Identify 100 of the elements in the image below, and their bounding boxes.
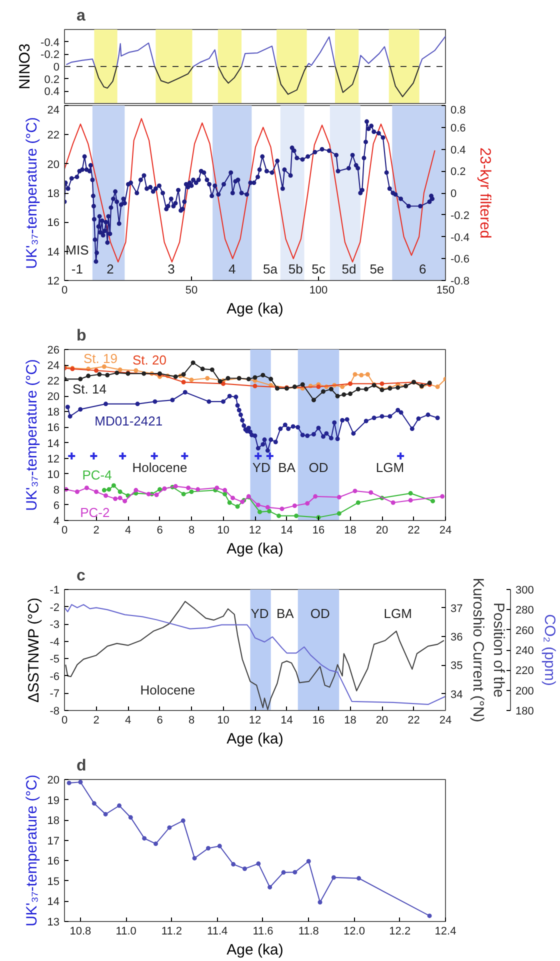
annotation: LGM xyxy=(376,460,404,476)
x-tick-label: 12 xyxy=(248,524,262,536)
y3-tick-label: 280 xyxy=(516,604,534,617)
y-tick-label: -2 xyxy=(50,602,60,614)
y-tick-label: 18 xyxy=(47,815,60,828)
annotation: BA xyxy=(276,606,294,622)
x-tick-label: 11.4 xyxy=(207,926,228,938)
series-label: St. 19 xyxy=(84,351,118,366)
x-tick-label: 20 xyxy=(376,714,388,726)
y-tick-label: 24 xyxy=(47,104,60,116)
annotation: 3 xyxy=(168,261,175,276)
y-axis-title: NINO3 xyxy=(16,44,34,90)
y-tick-label: -0.2 xyxy=(40,49,60,62)
x-tick-label: 0 xyxy=(61,284,68,296)
annotation: 6 xyxy=(419,261,426,276)
y-tick-label: -6 xyxy=(50,670,60,683)
y-tick-label: 8 xyxy=(53,484,60,496)
x-tick-label: 22 xyxy=(408,714,420,726)
series-label: St. 20 xyxy=(132,352,166,368)
chart-title: a xyxy=(76,8,86,24)
y-axis-title: UK'₃₇-temperature (°C) xyxy=(23,774,40,926)
x-tick-label: 24 xyxy=(439,714,452,726)
y-tick-label: 24 xyxy=(47,360,60,372)
y-tick-label: -7 xyxy=(50,688,60,700)
x-tick-label: 12.4 xyxy=(434,926,456,938)
series-label: PC-2 xyxy=(80,504,110,520)
y3-tick-label: 200 xyxy=(516,685,534,698)
annotation: MIS xyxy=(66,242,90,258)
y-axis-title: UK'₃₇-temperature (°C) xyxy=(23,117,40,269)
chart-title: d xyxy=(76,758,86,774)
x-tick-label: 16 xyxy=(312,714,325,726)
y3-tick-label: 260 xyxy=(516,624,534,637)
y-tick-label: -8 xyxy=(50,706,60,718)
annotation: OD xyxy=(310,606,330,622)
x-tick-label: 150 xyxy=(436,284,455,296)
y-tick-label: 22 xyxy=(47,130,60,142)
x-tick-label: 16 xyxy=(312,524,325,536)
y2-tick-label: 0.6 xyxy=(450,122,466,134)
annotation: -1 xyxy=(71,261,83,276)
x-tick-label: 20 xyxy=(376,524,388,536)
y-tick-label: 12 xyxy=(47,453,60,466)
x-tick-label: 11.0 xyxy=(116,926,136,938)
x-tick-label: 0 xyxy=(61,524,68,536)
annotation: Holocene xyxy=(132,460,188,476)
x-axis-title: Age (ka) xyxy=(226,300,284,318)
annotation: YD xyxy=(250,606,269,622)
y-tick-label: 12 xyxy=(47,276,60,288)
y2-tick-label: 36 xyxy=(450,632,463,644)
x-tick-label: 10 xyxy=(217,524,230,536)
y3-tick-label: 220 xyxy=(516,665,534,678)
y2-tick-label: 0.4 xyxy=(450,144,466,156)
y-tick-label: 16 xyxy=(47,217,60,230)
y-tick-label: 14 xyxy=(47,246,60,258)
y-tick-label: -1 xyxy=(50,584,60,596)
y3-tick-label: 300 xyxy=(516,584,534,596)
y-tick-label: -5 xyxy=(50,654,60,666)
y-tick-label: 19 xyxy=(47,794,60,807)
y-tick-label: 0.4 xyxy=(44,86,60,98)
y-tick-label: 20 xyxy=(47,158,60,171)
y2-tick-label: 34 xyxy=(450,688,463,701)
x-axis-title: Age (ka) xyxy=(226,540,284,558)
y2-axis-title: Position of the Kuroshio Current (°N) xyxy=(470,578,508,722)
annotation: 5b xyxy=(288,261,303,276)
y-axis-title: ΔSSTNWP (°C) xyxy=(26,598,43,703)
x-axis-title: Age (ka) xyxy=(226,730,284,748)
y-tick-label: 16 xyxy=(47,422,60,434)
x-tick-label: 50 xyxy=(185,284,198,296)
y-tick-label: 20 xyxy=(47,774,60,786)
annotation: 5e xyxy=(370,261,384,276)
x-tick-label: 8 xyxy=(188,524,195,536)
y-tick-label: 17 xyxy=(47,835,60,848)
x-tick-label: 14 xyxy=(280,714,293,726)
series-label: PC-4 xyxy=(82,468,112,483)
y2-tick-label: 37 xyxy=(450,602,463,615)
y-tick-label: 20 xyxy=(47,391,60,404)
x-tick-label: 6 xyxy=(156,524,163,536)
x-tick-label: 12.2 xyxy=(389,926,411,938)
y-tick-label: -4 xyxy=(50,636,60,648)
x-tick-label: 11.8 xyxy=(298,926,319,938)
annotation: 2 xyxy=(106,261,114,276)
y2-tick-label: 0 xyxy=(450,188,457,200)
x-tick-label: 0 xyxy=(61,714,68,726)
y-tick-label: 14 xyxy=(47,438,60,450)
chart-title: b xyxy=(76,328,86,344)
annotation: OD xyxy=(308,460,328,476)
x-tick-label: 100 xyxy=(309,284,328,296)
x-tick-label: 18 xyxy=(344,524,356,536)
x-tick-label: 2 xyxy=(93,524,100,536)
annotation: BA xyxy=(278,460,296,476)
x-tick-label: 11.2 xyxy=(161,926,182,938)
y3-axis-title: CO₂ (ppm) xyxy=(540,614,558,686)
x-tick-label: 4 xyxy=(124,714,132,726)
y-tick-label: 22 xyxy=(47,376,60,388)
x-tick-label: 6 xyxy=(156,714,163,726)
y-tick-label: 0.2 xyxy=(44,74,60,86)
x-tick-label: 4 xyxy=(124,524,132,536)
y2-tick-label: 35 xyxy=(450,660,463,672)
y-tick-label: 14 xyxy=(47,896,60,908)
x-tick-label: 8 xyxy=(188,714,195,726)
x-tick-label: 10.8 xyxy=(70,926,92,938)
